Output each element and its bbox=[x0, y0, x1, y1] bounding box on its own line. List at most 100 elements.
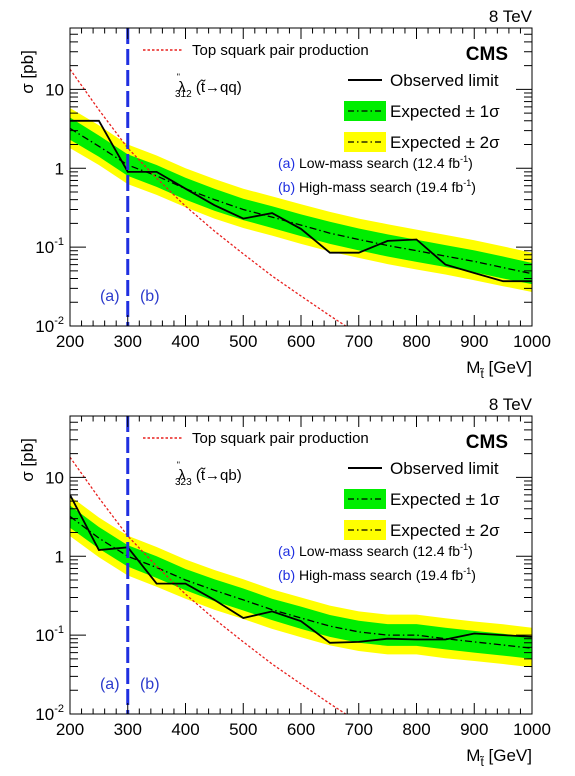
x-tick-label: 1000 bbox=[513, 332, 551, 351]
y-tick-label: 1 bbox=[55, 159, 64, 178]
expected-limit-line bbox=[70, 515, 532, 649]
legend-low-mass-text: Low-mass search (12.4 fb bbox=[299, 543, 460, 559]
legend-low-mass-tag: (a) bbox=[278, 155, 295, 171]
x-tick-label: 700 bbox=[345, 720, 373, 739]
y-tick-exponent: -2 bbox=[54, 703, 64, 715]
x-tick-label: 400 bbox=[171, 332, 199, 351]
x-tick-label: 500 bbox=[229, 332, 257, 351]
legend-observed-label: Observed limit bbox=[390, 459, 499, 478]
legend-high-mass-sup: -1 bbox=[463, 566, 471, 576]
x-tick-label: 400 bbox=[171, 720, 199, 739]
x-axis-title: Mt̃ [GeV] bbox=[466, 358, 532, 381]
y-tick-label: 10 bbox=[45, 80, 64, 99]
coupling-label: λ" 312 (t̃→qq) bbox=[175, 72, 242, 100]
legend-high-mass-close: ) bbox=[471, 567, 476, 583]
legend-high-mass-text: High-mass search (19.4 fb bbox=[299, 567, 463, 583]
y-tick-base: 10 bbox=[35, 238, 54, 257]
x-tick-label: 600 bbox=[287, 332, 315, 351]
plot-2: 200 300 400 500 600 700 800 900 100010110-110-2σ… bbox=[18, 395, 551, 769]
coupling-label: λ" 323 (t̃→qb) bbox=[175, 460, 242, 488]
theory-cross-section-line bbox=[70, 456, 347, 714]
legend-low-mass-close: ) bbox=[468, 543, 473, 559]
region-label-a: (a) bbox=[100, 676, 120, 693]
y-axis-title: σ [pb] bbox=[18, 50, 37, 94]
legend-low-mass-text: Low-mass search (12.4 fb bbox=[299, 155, 460, 171]
legend-high-mass-tag: (b) bbox=[278, 567, 295, 583]
coupling-decay: (t̃→qb) bbox=[196, 467, 242, 484]
y-axis-title: σ [pb] bbox=[18, 438, 37, 482]
x-tick-label: 200 bbox=[56, 720, 84, 739]
theory-cross-section-line bbox=[70, 68, 347, 326]
x-tick-label: 1000 bbox=[513, 720, 551, 739]
y-tick-label: 10-2 bbox=[35, 703, 64, 724]
observed-limit-line bbox=[70, 119, 532, 283]
plot-1: 200 300 400 500 600 700 800 900 100010110-110-2σ… bbox=[18, 7, 551, 381]
x-tick-label: 600 bbox=[287, 720, 315, 739]
legend-low-mass-sup: -1 bbox=[460, 154, 468, 164]
legend-1sigma-label: Expected ± 1σ bbox=[390, 102, 500, 121]
legend-observed-label: Observed limit bbox=[390, 71, 499, 90]
y-tick-label: 10-1 bbox=[35, 236, 64, 257]
coupling-mark: " bbox=[177, 460, 180, 470]
experiment-label: CMS bbox=[466, 432, 508, 453]
x-axis-title-unit: [GeV] bbox=[489, 746, 532, 765]
y-tick-base: 10 bbox=[35, 317, 54, 336]
coupling-decay: (t̃→qq) bbox=[196, 79, 242, 96]
x-axis-title: Mt̃ [GeV] bbox=[466, 746, 532, 769]
x-tick-label: 800 bbox=[402, 720, 430, 739]
expected-1sigma-band bbox=[70, 117, 532, 285]
y-tick-exponent: -2 bbox=[54, 315, 64, 327]
legend-high-mass-close: ) bbox=[471, 179, 476, 195]
y-tick-label: 10 bbox=[45, 468, 64, 487]
legend-theory-label: Top squark pair production bbox=[192, 430, 369, 447]
x-tick-label: 200 bbox=[56, 332, 84, 351]
x-tick-label: 300 bbox=[114, 720, 142, 739]
coupling-mark: " bbox=[177, 72, 180, 82]
legend-1sigma-label: Expected ± 1σ bbox=[390, 490, 500, 509]
energy-label: 8 TeV bbox=[489, 395, 533, 414]
coupling-index: 323 bbox=[175, 477, 192, 488]
legend-low-mass: (a) Low-mass search (12.4 fb-1) bbox=[278, 542, 473, 559]
y-tick-base: 10 bbox=[35, 705, 54, 724]
x-axis-title-symbol: M bbox=[466, 358, 480, 377]
observed-limit-line bbox=[70, 494, 532, 644]
x-tick-label: 700 bbox=[345, 332, 373, 351]
legend-low-mass-close: ) bbox=[468, 155, 473, 171]
y-tick-base: 10 bbox=[35, 626, 54, 645]
legend-low-mass: (a) Low-mass search (12.4 fb-1) bbox=[278, 154, 473, 171]
coupling-symbol: λ bbox=[178, 467, 186, 484]
experiment-label: CMS bbox=[466, 44, 508, 65]
x-tick-label: 300 bbox=[114, 332, 142, 351]
x-axis-title-unit: [GeV] bbox=[489, 358, 532, 377]
region-label-a: (a) bbox=[100, 288, 120, 305]
y-tick-label: 10-1 bbox=[35, 624, 64, 645]
region-label-b: (b) bbox=[140, 288, 160, 305]
x-tick-label: 900 bbox=[460, 720, 488, 739]
coupling-index: 312 bbox=[175, 89, 192, 100]
legend-low-mass-tag: (a) bbox=[278, 543, 295, 559]
legend-high-mass-sup: -1 bbox=[463, 178, 471, 188]
legend-high-mass: (b) High-mass search (19.4 fb-1) bbox=[278, 566, 476, 583]
legend-theory-label: Top squark pair production bbox=[192, 42, 369, 59]
x-axis-title-subscript: t̃ bbox=[479, 754, 485, 769]
legend-low-mass-sup: -1 bbox=[460, 542, 468, 552]
x-axis-title-subscript: t̃ bbox=[479, 366, 485, 381]
x-tick-label: 800 bbox=[402, 332, 430, 351]
legend-2sigma-label: Expected ± 2σ bbox=[390, 521, 500, 540]
y-tick-label: 1 bbox=[55, 547, 64, 566]
coupling-symbol: λ bbox=[178, 79, 186, 96]
plot-area bbox=[70, 28, 532, 326]
legend-2sigma-label: Expected ± 2σ bbox=[390, 133, 500, 152]
legend-high-mass: (b) High-mass search (19.4 fb-1) bbox=[278, 178, 476, 195]
y-tick-label: 10-2 bbox=[35, 315, 64, 336]
energy-label: 8 TeV bbox=[489, 7, 533, 26]
legend-high-mass-text: High-mass search (19.4 fb bbox=[299, 179, 463, 195]
x-axis-title-symbol: M bbox=[466, 746, 480, 765]
y-tick-exponent: -1 bbox=[54, 236, 64, 248]
y-tick-exponent: -1 bbox=[54, 624, 64, 636]
x-tick-label: 900 bbox=[460, 332, 488, 351]
region-label-b: (b) bbox=[140, 676, 160, 693]
plot-area bbox=[70, 416, 532, 714]
x-tick-label: 500 bbox=[229, 720, 257, 739]
